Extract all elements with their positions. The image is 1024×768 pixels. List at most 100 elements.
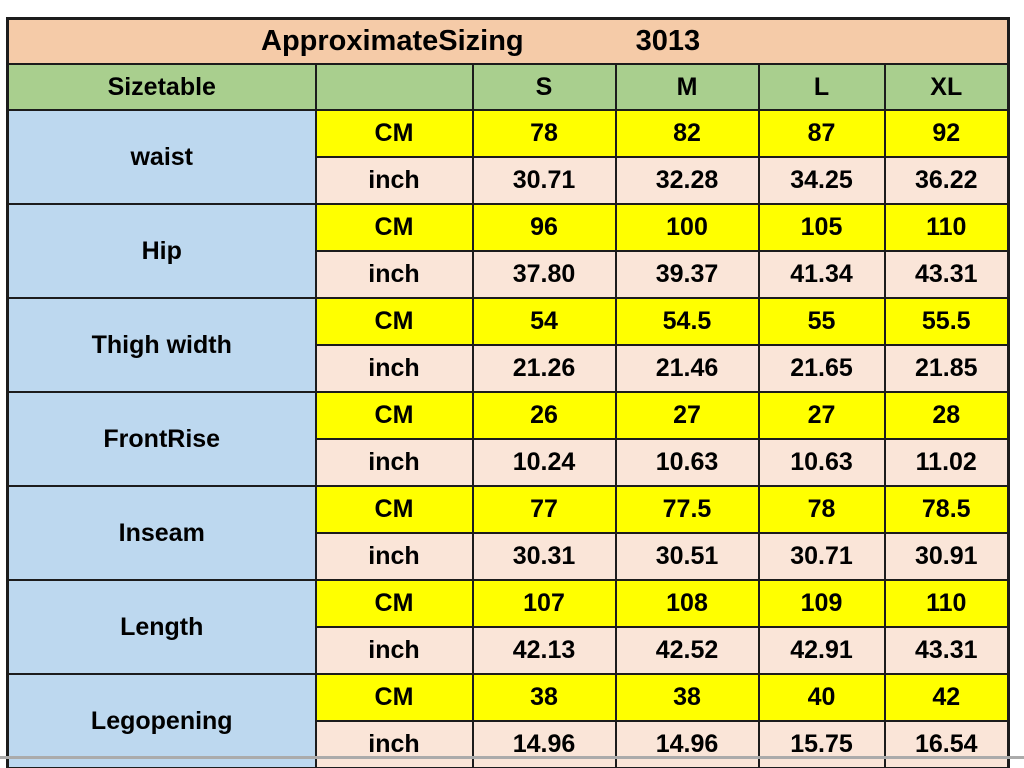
- cm-value-cell: 54.5: [614, 297, 760, 346]
- size-table: ApproximateSizing 3013 Sizetable S M L X…: [6, 17, 1010, 768]
- title-cell: ApproximateSizing 3013: [6, 17, 1010, 65]
- cm-value-cell: 110: [883, 579, 1010, 628]
- inch-value-cell: 16.54: [883, 720, 1010, 768]
- bottom-separator-line: [0, 756, 1024, 759]
- size-col-header: S: [471, 63, 617, 111]
- cm-value-cell: 78: [471, 109, 617, 158]
- inch-value-cell: 30.71: [757, 532, 886, 581]
- measurement-label: FrontRise: [6, 391, 317, 487]
- cm-row: Legopening CM 38 38 40 42: [6, 673, 1010, 768]
- inch-value-cell: 21.85: [883, 344, 1010, 393]
- cm-row: waist CM 78 82 87 92: [6, 109, 1010, 205]
- cm-value-cell: 77.5: [614, 485, 760, 534]
- unit-cm-cell: CM: [314, 297, 474, 346]
- cm-value-cell: 109: [757, 579, 886, 628]
- inch-value-cell: 39.37: [614, 250, 760, 299]
- inch-value-cell: 36.22: [883, 156, 1010, 205]
- size-col-header: M: [614, 63, 760, 111]
- inch-value-cell: 42.13: [471, 626, 617, 675]
- inch-value-cell: 30.51: [614, 532, 760, 581]
- cm-value-cell: 78.5: [883, 485, 1010, 534]
- inch-value-cell: 43.31: [883, 250, 1010, 299]
- cm-value-cell: 28: [883, 391, 1010, 440]
- cm-value-cell: 87: [757, 109, 886, 158]
- cm-value-cell: 100: [614, 203, 760, 252]
- empty-header-cell: [314, 63, 474, 111]
- inch-value-cell: 30.31: [471, 532, 617, 581]
- cm-value-cell: 40: [757, 673, 886, 722]
- inch-value-cell: 41.34: [757, 250, 886, 299]
- inch-row: inch 37.80 39.37 41.34 43.31: [8, 250, 1010, 299]
- cm-value-cell: 55: [757, 297, 886, 346]
- inch-row: inch 42.13 42.52 42.91 43.31: [8, 626, 1010, 675]
- unit-inch-cell: inch: [314, 438, 474, 487]
- header-row: Sizetable S M L XL: [6, 63, 1010, 111]
- title-row: ApproximateSizing 3013: [6, 17, 1010, 65]
- cm-value-cell: 96: [471, 203, 617, 252]
- corner-label-cell: Sizetable: [6, 63, 317, 111]
- measurement-label: Hip: [6, 203, 317, 299]
- cm-value-cell: 107: [471, 579, 617, 628]
- cm-row: Hip CM 96 100 105 110: [6, 203, 1010, 299]
- inch-value-cell: 21.46: [614, 344, 760, 393]
- inch-row: inch 21.26 21.46 21.65 21.85: [8, 344, 1010, 393]
- measurement-label: Length: [6, 579, 317, 675]
- cm-value-cell: 110: [883, 203, 1010, 252]
- cm-value-cell: 105: [757, 203, 886, 252]
- inch-value-cell: 10.63: [614, 438, 760, 487]
- measurement-label: Thigh width: [6, 297, 317, 393]
- inch-value-cell: 21.65: [757, 344, 886, 393]
- size-col-header: L: [757, 63, 886, 111]
- unit-cm-cell: CM: [314, 485, 474, 534]
- inch-value-cell: 30.71: [471, 156, 617, 205]
- style-code: 3013: [635, 25, 701, 57]
- inch-row: inch 10.24 10.63 10.63 11.02: [8, 438, 1010, 487]
- cm-value-cell: 38: [471, 673, 617, 722]
- inch-value-cell: 43.31: [883, 626, 1010, 675]
- cm-value-cell: 26: [471, 391, 617, 440]
- cm-value-cell: 78: [757, 485, 886, 534]
- inch-row: inch 30.71 32.28 34.25 36.22: [8, 156, 1010, 205]
- measurement-label: waist: [6, 109, 317, 205]
- cm-row: Thigh width CM 54 54.5 55 55.5: [6, 297, 1010, 393]
- inch-value-cell: 34.25: [757, 156, 886, 205]
- inch-value-cell: 21.26: [471, 344, 617, 393]
- measurement-label: Inseam: [6, 485, 317, 581]
- unit-cm-cell: CM: [314, 579, 474, 628]
- cm-value-cell: 55.5: [883, 297, 1010, 346]
- unit-inch-cell: inch: [314, 532, 474, 581]
- cm-value-cell: 77: [471, 485, 617, 534]
- inch-value-cell: 37.80: [471, 250, 617, 299]
- inch-value-cell: 42.91: [757, 626, 886, 675]
- unit-cm-cell: CM: [314, 109, 474, 158]
- inch-value-cell: 10.24: [471, 438, 617, 487]
- inch-value-cell: 15.75: [757, 720, 886, 768]
- unit-cm-cell: CM: [314, 673, 474, 722]
- inch-value-cell: 11.02: [883, 438, 1010, 487]
- cm-value-cell: 38: [614, 673, 760, 722]
- inch-value-cell: 42.52: [614, 626, 760, 675]
- unit-inch-cell: inch: [314, 720, 474, 768]
- inch-value-cell: 14.96: [614, 720, 760, 768]
- unit-inch-cell: inch: [314, 156, 474, 205]
- cm-value-cell: 54: [471, 297, 617, 346]
- cm-row: FrontRise CM 26 27 27 28: [6, 391, 1010, 487]
- unit-inch-cell: inch: [314, 250, 474, 299]
- cm-value-cell: 92: [883, 109, 1010, 158]
- cm-value-cell: 108: [614, 579, 760, 628]
- measurement-label: Legopening: [6, 673, 317, 768]
- size-col-header: XL: [883, 63, 1010, 111]
- cm-value-cell: 27: [614, 391, 760, 440]
- cm-value-cell: 82: [614, 109, 760, 158]
- unit-cm-cell: CM: [314, 203, 474, 252]
- unit-cm-cell: CM: [314, 391, 474, 440]
- inch-value-cell: 32.28: [614, 156, 760, 205]
- unit-inch-cell: inch: [314, 344, 474, 393]
- title-flex: ApproximateSizing 3013: [10, 25, 1007, 58]
- cm-value-cell: 27: [757, 391, 886, 440]
- inch-value-cell: 14.96: [471, 720, 617, 768]
- inch-row: inch 30.31 30.51 30.71 30.91: [8, 532, 1010, 581]
- inch-value-cell: 10.63: [757, 438, 886, 487]
- unit-inch-cell: inch: [314, 626, 474, 675]
